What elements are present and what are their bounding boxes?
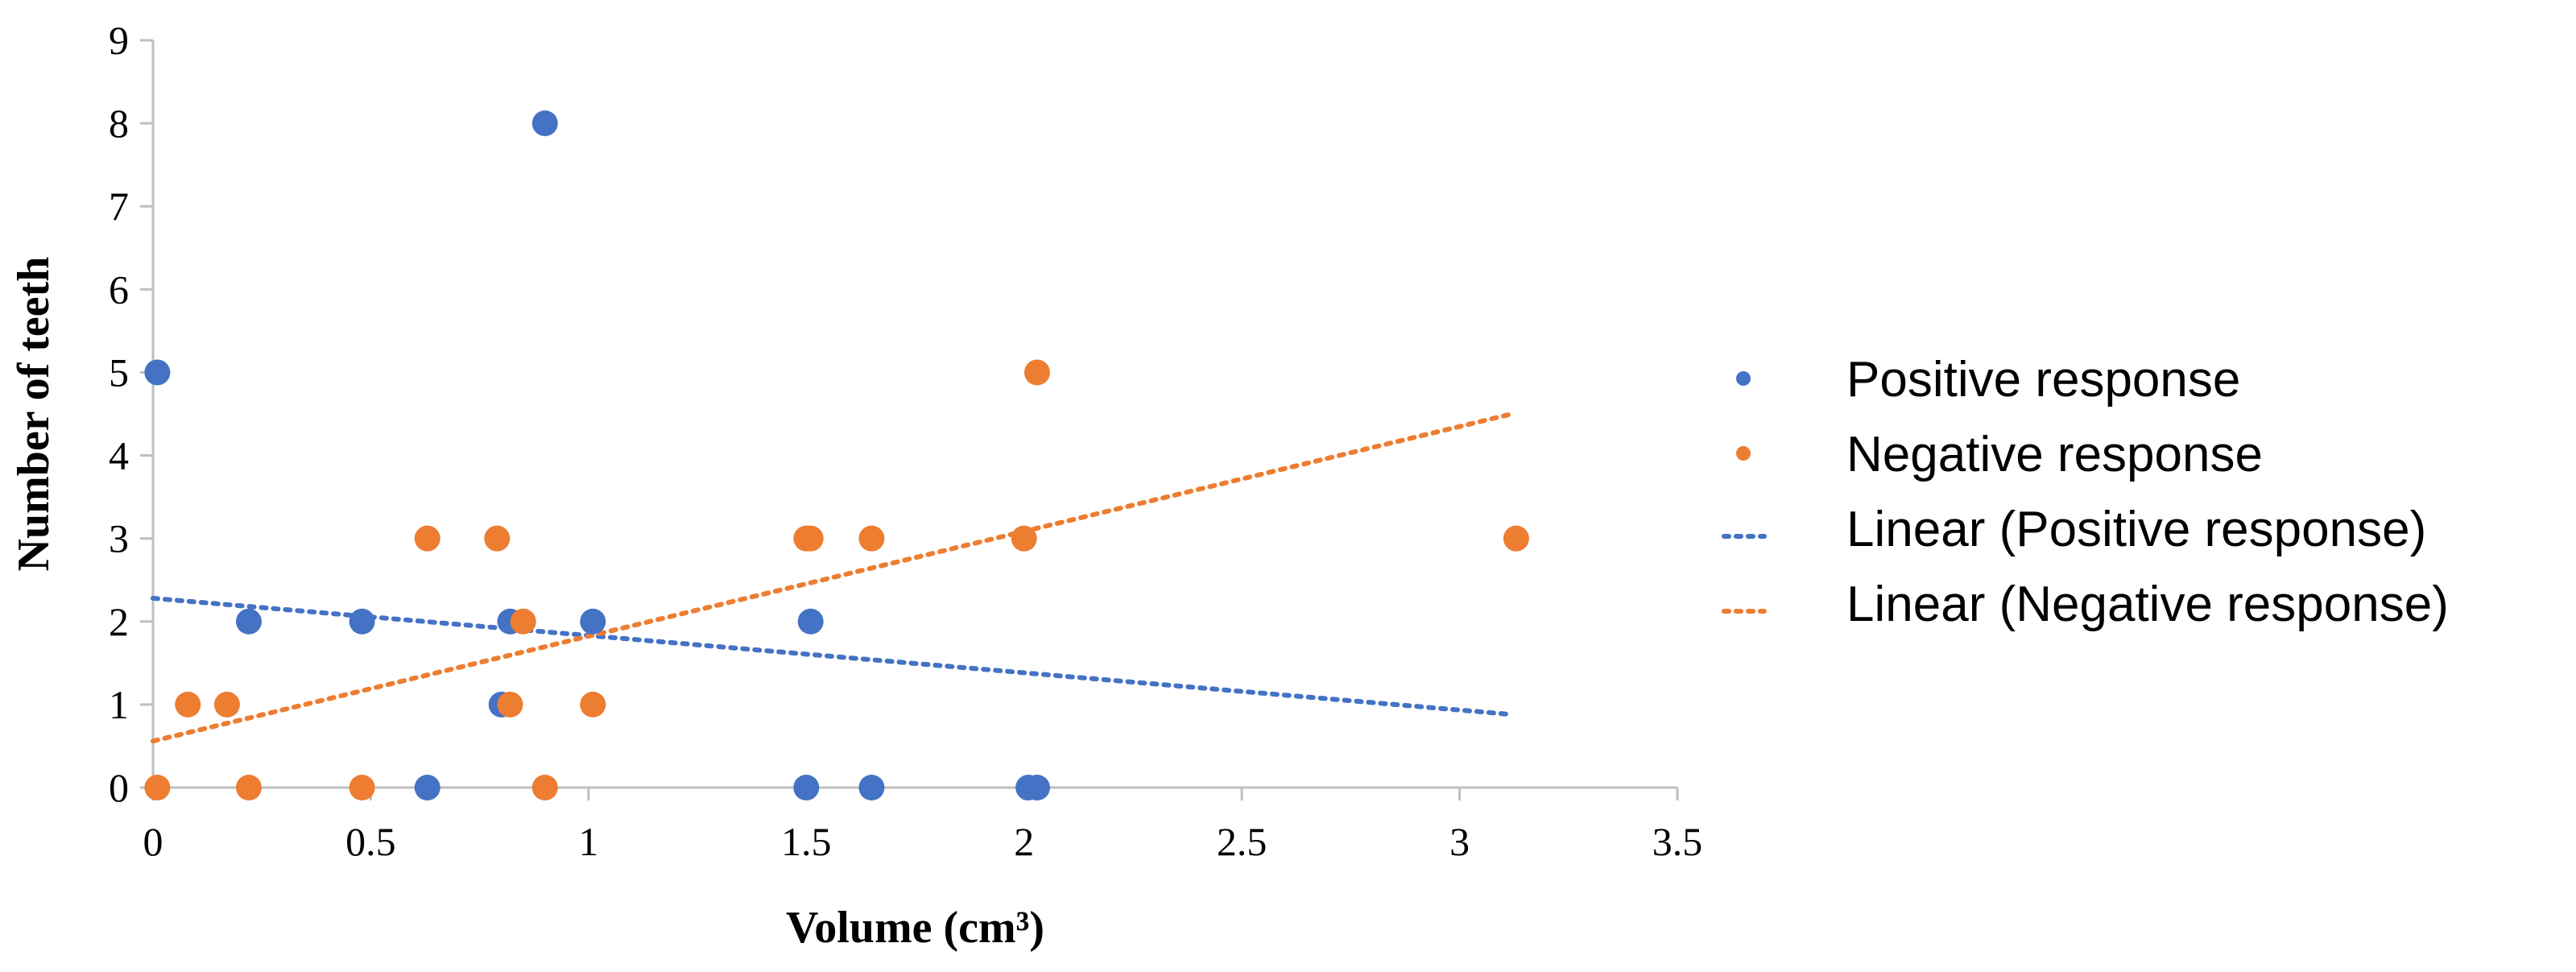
legend: Positive response Negative response Linear…	[1722, 352, 2449, 632]
positive-point	[414, 775, 440, 800]
negative-point	[1011, 525, 1037, 552]
positive-point	[531, 110, 558, 137]
legend-label: Linear (Negative response)	[1846, 577, 2449, 632]
negative-point	[580, 691, 606, 718]
trendline-negative	[151, 412, 1515, 744]
positive-point	[349, 608, 375, 635]
legend-label: Linear (Positive response)	[1846, 502, 2426, 557]
negative-point	[213, 691, 240, 718]
x-tick-label: 3.5	[1652, 819, 1703, 864]
y-tick-label: 5	[109, 350, 129, 395]
y-axis-title: Number of teeth	[9, 257, 59, 572]
positive-point	[858, 775, 885, 800]
y-tick-label: 9	[109, 18, 129, 63]
legend-marker	[1736, 371, 1751, 386]
x-tick-label: 3	[1449, 819, 1470, 864]
x-tick-label: 0.5	[345, 819, 396, 864]
negative-point	[349, 775, 375, 800]
y-tick-label: 8	[109, 101, 129, 146]
x-tick-label: 0	[143, 819, 163, 864]
y-tick-label: 0	[109, 765, 129, 810]
legend-marker	[1736, 446, 1751, 461]
x-tick-label: 1.5	[781, 819, 832, 864]
negative-point	[144, 775, 171, 800]
negative-point	[484, 525, 511, 552]
negative-point	[531, 775, 558, 800]
positive-point	[793, 775, 820, 800]
x-tick-label: 2	[1014, 819, 1034, 864]
positive-point	[144, 359, 171, 386]
negative-point	[797, 525, 824, 552]
legend-label: Positive response	[1846, 352, 2240, 407]
y-tick-label: 7	[109, 184, 129, 229]
axes	[140, 39, 1679, 800]
x-axis-title: Volume (cm³)	[786, 903, 1044, 953]
negative-point	[1503, 525, 1529, 552]
negative-point	[414, 525, 440, 552]
tick-labels: 0 1 2 3 4 5 6 7 8 9 0 0.5 1 1.5 2 2.5 3 3.5	[109, 18, 1702, 864]
data-points	[144, 110, 1529, 800]
y-tick-label: 1	[109, 682, 129, 727]
x-tick-label: 1	[578, 819, 598, 864]
positive-point	[580, 608, 606, 635]
y-tick-label: 6	[109, 267, 129, 312]
negative-point	[235, 775, 262, 800]
y-tick-label: 2	[109, 599, 129, 644]
negative-point	[497, 691, 523, 718]
positive-point	[797, 608, 824, 635]
negative-point	[858, 525, 885, 552]
legend-label: Negative response	[1846, 427, 2263, 482]
positive-point	[1023, 775, 1050, 800]
trendline-positive	[151, 595, 1515, 718]
y-tick-label: 3	[109, 516, 129, 561]
negative-point	[1023, 359, 1050, 386]
y-tick-label: 4	[109, 433, 129, 478]
x-tick-label: 2.5	[1217, 819, 1267, 864]
negative-point	[510, 608, 536, 635]
trendlines	[151, 412, 1515, 744]
negative-point	[175, 691, 201, 718]
positive-point	[235, 608, 262, 635]
